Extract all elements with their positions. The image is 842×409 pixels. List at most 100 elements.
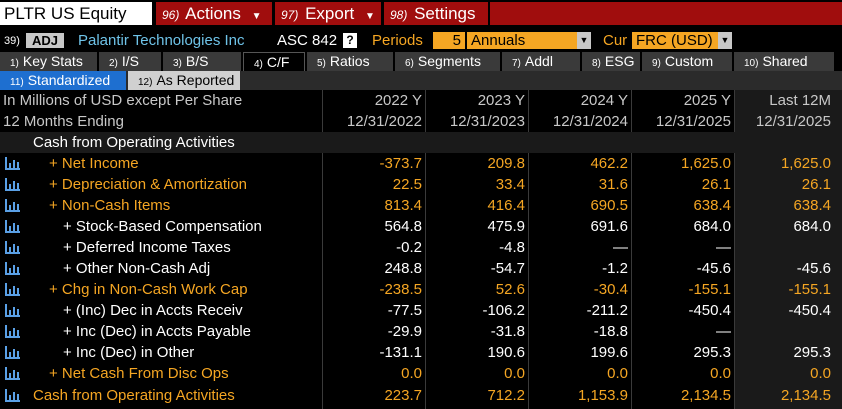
- bar-chart-icon[interactable]: [5, 389, 20, 402]
- chevron-down-icon[interactable]: ▼: [718, 32, 732, 49]
- subtab-standardized[interactable]: 11) Standardized: [0, 71, 126, 90]
- column-divider: [322, 90, 323, 409]
- table-row[interactable]: + Net Income -373.7 209.8 462.2 1,625.0 1,625…: [0, 153, 842, 174]
- bar-chart-icon[interactable]: [5, 220, 20, 233]
- security-ticker[interactable]: PLTR US Equity: [0, 2, 152, 25]
- table-cell: -155.1: [788, 281, 831, 298]
- table-cell: 564.8: [384, 218, 422, 235]
- settings-button[interactable]: 98) Settings: [384, 2, 488, 25]
- periods-input[interactable]: 5: [433, 32, 465, 49]
- tab-esg[interactable]: 8) ESG: [582, 52, 640, 71]
- bar-chart-icon[interactable]: [5, 199, 20, 212]
- row-label: Cash from Operating Activities: [33, 387, 235, 404]
- table-cell: -450.4: [688, 302, 731, 319]
- table-cell: -31.8: [490, 323, 525, 340]
- table-row[interactable]: + Depreciation & Amortization 22.5 33.4 31.…: [0, 174, 842, 195]
- subtab-as-reported[interactable]: 12) As Reported: [128, 71, 240, 90]
- frequency-select[interactable]: Annuals: [467, 32, 577, 49]
- table-cell: 684.0: [693, 218, 731, 235]
- table-cell: 2,134.5: [680, 387, 731, 404]
- table-cell: 0.0: [504, 365, 525, 382]
- table-row[interactable]: + Chg in Non-Cash Work Cap -238.5 52.6 -30.…: [0, 279, 842, 300]
- table-cell: -450.4: [788, 302, 831, 319]
- chevron-down-icon[interactable]: ▼: [577, 32, 591, 49]
- header-row-dates: 12 Months Ending 12/31/2022 12/31/2023 1…: [0, 111, 842, 132]
- bar-chart-icon[interactable]: [5, 367, 20, 380]
- settings-label: Settings: [414, 4, 476, 23]
- table-row[interactable]: Cash from Operating Activities 223.7 712.2…: [0, 385, 842, 406]
- table-cell: 2,134.5: [780, 387, 831, 404]
- export-number: 97): [281, 8, 299, 22]
- adj-button[interactable]: ADJ: [26, 33, 65, 48]
- bar-chart-icon[interactable]: [5, 178, 20, 191]
- actions-menu-button[interactable]: 96) Actions ▼: [156, 2, 272, 25]
- tab-ratios[interactable]: 5) Ratios: [307, 52, 393, 71]
- column-date: 12/31/2023: [449, 113, 525, 130]
- tab-number: 9): [652, 58, 661, 69]
- table-cell: 462.2: [590, 155, 628, 172]
- currency-select[interactable]: FRC (USD): [632, 32, 718, 49]
- table-row[interactable]: + Net Cash From Disc Ops 0.0 0.0 0.0 0.0 0.0: [0, 363, 842, 384]
- bar-chart-icon[interactable]: [5, 346, 20, 359]
- row-label: + Other Non-Cash Adj: [63, 260, 211, 277]
- column-divider: [425, 90, 426, 409]
- tab-addl[interactable]: 7) Addl: [502, 52, 580, 71]
- table-cell: 248.8: [384, 260, 422, 277]
- table-cell: 1,153.9: [577, 387, 628, 404]
- tab-income-statement[interactable]: 2) I/S: [99, 52, 161, 71]
- table-row[interactable]: + (Inc) Dec in Accts Receiv -77.5 -106.2 -2…: [0, 300, 842, 321]
- bar-chart-icon[interactable]: [5, 304, 20, 317]
- bar-chart-icon[interactable]: [5, 241, 20, 254]
- bar-chart-icon[interactable]: [5, 262, 20, 275]
- tab-shared[interactable]: 10) Shared: [734, 52, 834, 71]
- export-menu-button[interactable]: 97) Export ▼: [275, 2, 381, 25]
- table-row[interactable]: + Inc (Dec) in Other -131.1 190.6 199.6 295.…: [0, 342, 842, 363]
- table-row[interactable]: + Non-Cash Items 813.4 416.4 690.5 638.4 638.…: [0, 195, 842, 216]
- period-label: 12 Months Ending: [3, 113, 124, 130]
- actions-number: 96): [162, 8, 180, 22]
- tab-balance-sheet[interactable]: 3) B/S: [163, 52, 241, 71]
- table-cell: 52.6: [495, 281, 525, 298]
- tab-number: 6): [405, 58, 414, 69]
- toolbar-filler: [490, 2, 842, 25]
- table-row[interactable]: + Other Non-Cash Adj 248.8 -54.7 -1.2 -45.6 -…: [0, 258, 842, 279]
- table-cell: -0.2: [396, 239, 422, 256]
- help-icon[interactable]: ?: [343, 33, 357, 48]
- column-year[interactable]: 2024 Y: [580, 92, 628, 109]
- tab-number: 5): [317, 58, 326, 69]
- tab-label: I/S: [121, 53, 140, 69]
- table-cell: 0.0: [607, 365, 628, 382]
- column-year[interactable]: Last 12M: [769, 92, 831, 109]
- table-cell: -131.1: [379, 344, 422, 361]
- column-year[interactable]: 2025 Y: [683, 92, 731, 109]
- tab-label: Key Stats: [22, 53, 83, 69]
- tab-segments[interactable]: 6) Segments: [395, 52, 500, 71]
- table-cell: 712.2: [487, 387, 525, 404]
- bar-chart-icon[interactable]: [5, 325, 20, 338]
- table-cell: 295.3: [793, 344, 831, 361]
- tab-label: Shared: [762, 53, 808, 69]
- table-cell: 31.6: [598, 176, 628, 193]
- subtab-number: 11): [10, 77, 24, 88]
- column-year[interactable]: 2023 Y: [477, 92, 525, 109]
- tab-cash-flow[interactable]: 4) C/F: [243, 52, 305, 71]
- table-row[interactable]: + Deferred Income Taxes -0.2 -4.8 — —: [0, 237, 842, 258]
- tab-label: Segments: [417, 53, 481, 69]
- settings-number: 98): [390, 8, 408, 22]
- tab-number: 8): [592, 58, 601, 69]
- tab-number: 10): [744, 58, 759, 69]
- tab-key-stats[interactable]: 1) Key Stats: [0, 52, 97, 71]
- adj-number: 39): [4, 35, 20, 47]
- table-row[interactable]: + Inc (Dec) in Accts Payable -29.9 -31.8 -1…: [0, 321, 842, 342]
- table-cell: -1.2: [602, 260, 628, 277]
- statement-tabs: 1) Key Stats 2) I/S 3) B/S 4) C/F 5) Ratios 6…: [0, 52, 842, 71]
- bar-chart-icon[interactable]: [5, 283, 20, 296]
- tab-label: ESG: [604, 53, 635, 69]
- table-row[interactable]: + Stock-Based Compensation 564.8 475.9 691.…: [0, 216, 842, 237]
- bar-chart-icon[interactable]: [5, 157, 20, 170]
- tab-label: Ratios: [329, 53, 370, 69]
- tab-custom[interactable]: 9) Custom: [642, 52, 732, 71]
- column-year[interactable]: 2022 Y: [374, 92, 422, 109]
- row-label: + Net Cash From Disc Ops: [49, 365, 229, 382]
- table-cell: 684.0: [793, 218, 831, 235]
